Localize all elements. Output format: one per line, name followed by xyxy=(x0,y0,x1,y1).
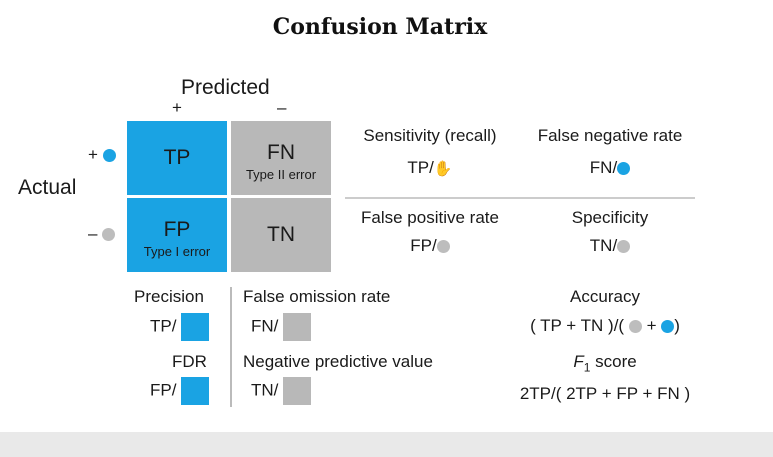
for-label: False omission rate xyxy=(243,287,391,306)
cell-fp-label: FP xyxy=(163,217,191,241)
actual-negative-sign: – xyxy=(88,224,98,243)
cell-fp: FP Type I error xyxy=(127,198,227,272)
sensitivity-label: Sensitivity (recall) xyxy=(363,126,497,145)
fdr-label: FDR xyxy=(172,352,207,371)
cell-tn: TN xyxy=(231,198,331,272)
precision-label: Precision xyxy=(134,287,204,306)
cell-fp-sub: Type I error xyxy=(143,243,211,259)
cell-fn-sub: Type II error xyxy=(245,166,317,182)
specificity-label: Specificity xyxy=(571,208,649,227)
predicted-positive-sign: + xyxy=(172,98,182,117)
accuracy-formula-plus: + xyxy=(646,316,657,335)
fnr-label: False negative rate xyxy=(537,126,683,145)
page-title: Confusion Matrix xyxy=(272,14,488,40)
hand-cursor-icon: ✋ xyxy=(433,160,453,178)
actual-label: Actual xyxy=(18,176,77,199)
f1-label-f: F xyxy=(573,352,584,371)
bottom-bar xyxy=(0,432,773,457)
cell-fn-label: FN xyxy=(267,140,295,164)
actual-positive-marker: + xyxy=(88,145,116,165)
f1-label-sub: 1 xyxy=(583,360,591,375)
cell-tn-label: TN xyxy=(267,223,295,246)
f1-label: F1 score xyxy=(490,352,720,374)
negative-dot-icon xyxy=(436,240,450,254)
positive-dot-icon xyxy=(617,162,631,176)
divider-horizontal xyxy=(345,197,695,199)
cell-tp: TP xyxy=(127,121,227,195)
cell-fn: FN Type II error xyxy=(231,121,331,195)
for-formula: FN/ xyxy=(251,313,312,341)
f1-label-rest: score xyxy=(590,352,637,371)
positive-square-icon xyxy=(181,313,210,341)
positive-dot-icon xyxy=(102,149,116,163)
sensitivity-formula: TP/✋ xyxy=(345,158,515,178)
negative-dot-icon xyxy=(617,240,631,254)
negative-square-icon xyxy=(283,313,312,341)
sensitivity-formula-text: TP/ xyxy=(407,158,434,177)
precision-formula: TP/ xyxy=(150,313,210,341)
npv-label: Negative predictive value xyxy=(243,352,433,371)
accuracy-label: Accuracy xyxy=(570,287,640,306)
negative-square-icon xyxy=(283,377,312,405)
precision-formula-text: TP/ xyxy=(150,316,177,336)
fnr-formula: FN/ xyxy=(520,158,700,178)
f1-formula: 2TP/( 2TP + FP + FN ) xyxy=(519,384,691,403)
predicted-negative-sign: – xyxy=(277,98,287,117)
npv-formula: TN/ xyxy=(251,377,312,405)
npv-formula-text: TN/ xyxy=(251,380,279,400)
divider-vertical xyxy=(230,287,232,407)
fdr-formula: FP/ xyxy=(150,377,210,405)
fdr-formula-text: FP/ xyxy=(150,380,177,400)
fpr-label: False positive rate xyxy=(361,208,499,227)
cell-tp-label: TP xyxy=(163,146,191,169)
actual-negative-marker: – xyxy=(88,224,116,244)
actual-positive-sign: + xyxy=(88,145,98,164)
positive-dot-icon xyxy=(661,320,675,334)
fpr-formula-text: FP/ xyxy=(410,236,437,255)
accuracy-formula-close: ) xyxy=(674,316,680,335)
specificity-formula-text: TN/ xyxy=(589,236,618,255)
fpr-formula: FP/ xyxy=(345,236,515,256)
negative-dot-icon xyxy=(628,320,642,334)
for-formula-text: FN/ xyxy=(251,316,279,336)
predicted-label: Predicted xyxy=(181,76,270,99)
negative-dot-icon xyxy=(102,228,116,242)
specificity-formula: TN/ xyxy=(520,236,700,256)
fnr-formula-text: FN/ xyxy=(589,158,618,177)
positive-square-icon xyxy=(181,377,210,405)
accuracy-formula: ( TP + TN )/( + ) xyxy=(490,316,720,336)
accuracy-formula-open: ( TP + TN )/( xyxy=(530,316,625,335)
